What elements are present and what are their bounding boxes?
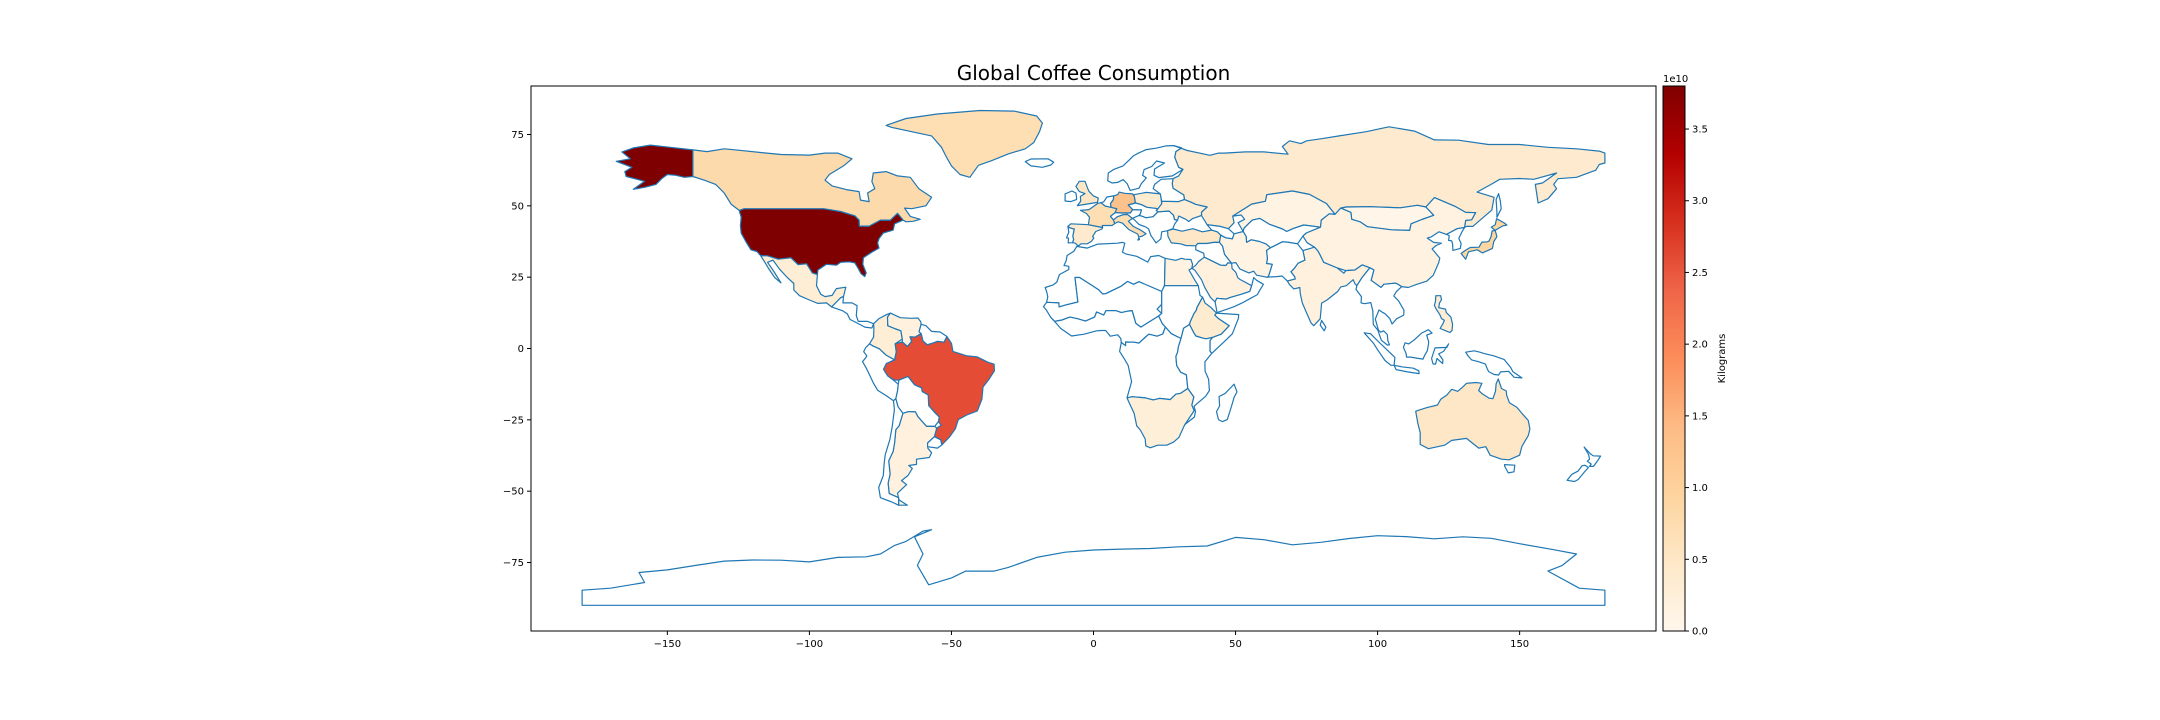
chart-title: Global Coffee Consumption [957,61,1231,85]
region-shape [1214,276,1264,314]
region-shape [1431,343,1450,365]
region-shape [615,144,694,190]
region-iceland [1024,158,1055,168]
region-shape [1402,329,1433,360]
region-portugal [1065,225,1075,244]
region-egypt [1163,257,1199,287]
colorbar-tick-label: 2.5 [1692,268,1708,279]
region-shape [1415,378,1531,461]
region-shape [692,148,933,227]
region-philippines [1433,295,1454,334]
region-shape [1363,332,1396,366]
region-shape [581,529,1606,606]
region-shape [1393,364,1420,375]
map-layer [581,109,1606,606]
region-shape [1566,464,1589,483]
region-united-kingdom [1075,180,1099,207]
region-antarctica [581,529,1606,606]
region-shape [1155,199,1208,223]
x-tick-label: −150 [654,639,681,650]
colorbar-offset-text: 1e10 [1663,74,1688,85]
region-iraq-syria [1195,241,1233,267]
region-shape [1075,180,1099,207]
colorbar-label: Kilograms [1717,334,1728,384]
region-shape [1126,387,1195,449]
region-shape [1107,145,1184,191]
region-madagascar [1215,383,1238,423]
region-ireland [1064,190,1078,203]
region-shape [1495,193,1502,218]
region-shape [1218,230,1273,278]
region-japan [1460,218,1508,260]
region-ukraine [1155,199,1208,223]
colorbar-gradient [1662,85,1686,632]
region-shape [885,109,1043,178]
region-shape [1215,383,1238,423]
y-tick-label: −25 [503,415,524,426]
colorbar-tick-label: 1.5 [1692,411,1708,422]
region-borneo [1402,329,1433,360]
region-sumatra [1363,332,1396,366]
region-korea [1446,226,1466,251]
region-shape [1319,319,1327,332]
region-shape [1163,257,1199,287]
region-shape [1460,229,1498,260]
region-sakhalin [1495,193,1502,218]
region-shape [878,398,904,506]
x-tick-label: −100 [796,639,823,650]
region-new-guinea [1465,350,1523,379]
region-greenland [885,109,1043,178]
x-tick-label: 50 [1229,639,1242,650]
region-uruguay [927,436,943,449]
y-tick-label: 50 [511,201,524,212]
y-tick-label: 75 [511,130,524,141]
region-shape [927,436,943,449]
axes-layer: −150 −100 −50 0 50 100 150 75 50 25 0 −25 −50 −75 [503,85,1657,650]
region-canada [692,148,933,227]
colorbar-tick-label: 0.5 [1692,555,1708,566]
x-tick-label: −50 [941,639,962,650]
region-iran [1218,230,1273,278]
region-saudi-arabia [1191,256,1253,303]
region-shape [1064,190,1078,203]
region-southeast-asia [1355,267,1405,346]
region-shape [1583,446,1602,467]
region-australia [1415,378,1531,461]
region-shape [1355,267,1405,346]
region-shape [1446,226,1466,251]
region-shape [1191,256,1253,303]
region-java [1393,364,1420,375]
colorbar-tick-label: 2.0 [1692,340,1708,351]
region-chile [878,398,904,506]
y-tick-label: −50 [503,487,524,498]
region-central-america [831,296,875,329]
region-shape [831,296,875,329]
region-shape [1024,158,1055,168]
x-tick-label: 100 [1368,639,1387,650]
x-tick-label: 150 [1510,639,1529,650]
region-shape [1490,218,1508,231]
region-yemen-oman [1214,276,1264,314]
region-tasmania [1504,464,1516,474]
colorbar-tick-label: 1.0 [1692,483,1708,494]
region-shape [1065,225,1075,244]
y-tick-label: 25 [511,273,524,284]
region-scandinavia [1107,145,1184,191]
y-tick-label: 0 [518,344,524,355]
colorbar-tick-label: 0.0 [1692,627,1708,638]
region-south-africa [1126,387,1195,449]
colorbar-tick-label: 3.0 [1692,196,1708,207]
x-tick-label: 0 [1090,639,1096,650]
region-shape [1504,464,1516,474]
y-tick-label: −75 [503,558,524,569]
region-shape [1465,350,1523,379]
colorbar: 0.0 0.5 1.0 1.5 2.0 2.5 3.0 3.5 1e10 Kilograms [1662,74,1728,638]
region-sri-lanka [1319,319,1327,332]
region-sulawesi [1431,343,1450,365]
colorbar-tick-label: 3.5 [1692,125,1708,136]
region-new-zealand [1566,446,1602,483]
region-shape [1195,241,1233,267]
region-shape [1433,295,1454,334]
